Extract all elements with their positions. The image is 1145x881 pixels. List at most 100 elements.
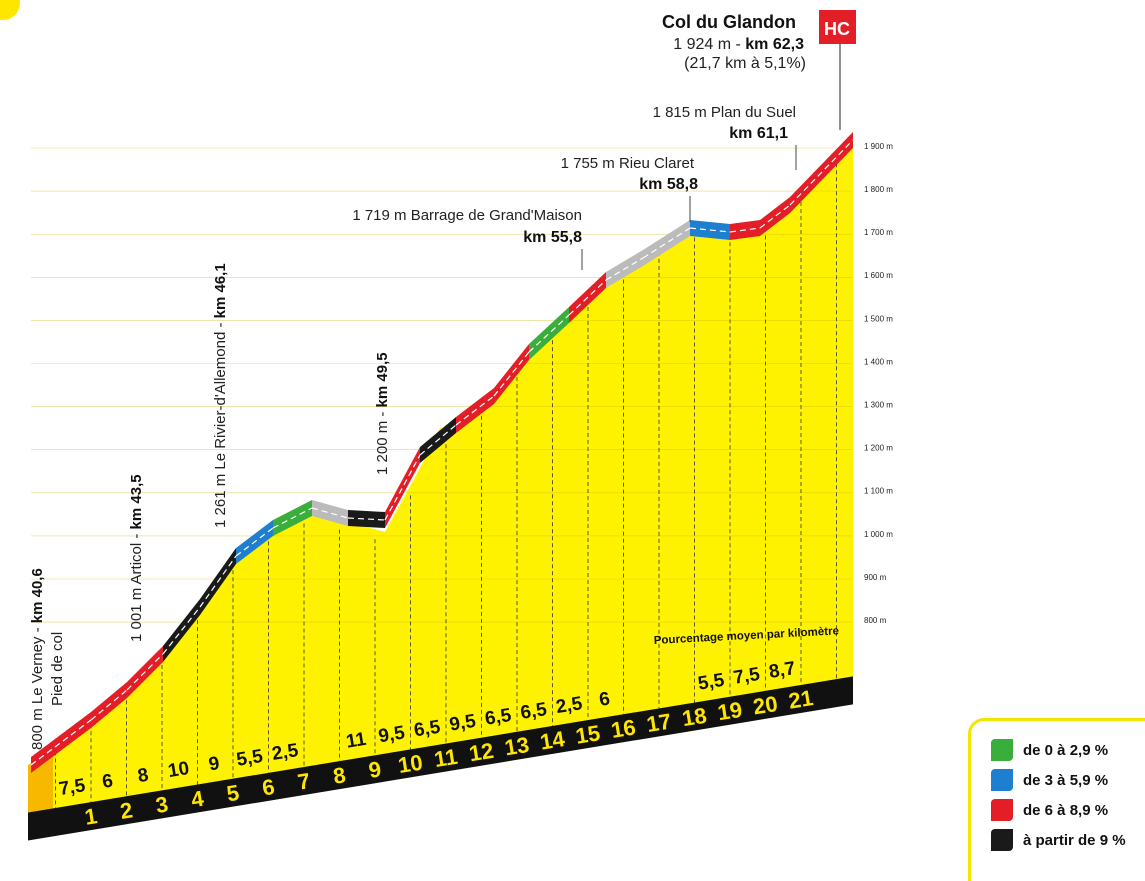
summit-altitude: 1 924 m - km 62,3 [673,36,804,53]
slope-segment [348,510,385,528]
ridge-dash [272,507,313,529]
ridge-dash [126,653,164,691]
gradient-value: 2,5 [270,740,300,765]
legend-item-black: à partir de 9 % [991,827,1126,853]
gradient-value: 5,5 [696,670,726,695]
gradient-value: 6,5 [519,699,549,724]
km-label: 19 [716,697,744,726]
km-label: 20 [751,691,779,720]
gradient-value: 2,5 [554,693,584,718]
km-label: 18 [680,703,708,732]
km-label: 13 [503,732,531,761]
ridge-dash [199,555,237,608]
ridge-dash [311,507,349,519]
km-label: 16 [609,714,637,743]
gradient-value: 9,5 [377,722,407,747]
waypoint-grand-maison: 1 719 m Barrage de Grand'Maison [352,207,582,224]
ridge-dash [789,139,854,206]
ridge-dash [605,257,644,281]
ridge-dash [419,424,457,456]
gradient-value: 7,5 [57,775,87,800]
gradient-value: 6 [598,689,612,711]
slope-segment [643,220,690,266]
gradient-value: 9 [207,753,221,775]
slope-segment [163,599,200,662]
slope-segment [31,712,91,773]
ridge-dash [568,279,607,316]
y-tick-label: 900 m [864,573,887,582]
slope-segment [312,500,348,526]
gradient-labels: 7,5 6 8 10 9 5,5 2,5 11 9,5 6,5 9,5 6,5 6,5 2,5 65,5 7,… [57,658,796,800]
y-tick-label: 1 100 m [864,487,893,496]
profile-base-band [28,676,853,841]
legend-item-blue: de 3 à 5,9 % [991,767,1108,793]
profile-area [31,140,853,812]
gradient-value: 7,5 [732,664,762,689]
gradient-value: 6,5 [412,717,442,742]
gradient-value: 6,5 [483,705,513,730]
y-tick-label: 1 900 m [864,142,893,151]
y-tick-label: 1 700 m [864,228,893,237]
km-label: 21 [787,685,815,714]
km-label: 1 [83,803,99,830]
waypoint-grand-maison-km: km 55,8 [523,229,582,246]
gradient-value: 5,5 [235,746,265,771]
summit-climb-stats: (21,7 km à 5,1%) [684,55,806,72]
ridge-dash [689,227,731,233]
category-label: HC [824,19,850,39]
label-le-verney: 800 m Le Verney - km 40,6 [29,568,46,750]
ridge-dash [90,689,128,721]
slope-colored-segments [30,132,854,773]
label-rivier-allemond: 1 261 m Le Rivier-d'Allemond - km 46,1 [212,263,229,528]
y-tick-label: 1 800 m [864,185,893,194]
km-label: 5 [225,780,241,807]
gradient-value: 8 [136,765,150,787]
km-label: 17 [645,709,673,738]
hc-flag: HC [819,10,856,130]
y-tick-label: 1 000 m [864,530,893,539]
label-articol: 1 001 m Articol - km 43,5 [128,474,145,642]
black-swatch-icon [991,829,1013,851]
km-label: 10 [396,750,424,779]
km-label: 12 [467,738,495,767]
km-label: 3 [154,792,170,819]
slope-segment [385,447,420,528]
ridge-dash [347,517,386,521]
y-tick-label: 800 m [864,616,887,625]
corner-badge [0,0,20,20]
y-axis-ticks: 800 m 900 m 1 000 m 1 100 m 1 200 m 1 300 m 1 … [864,142,893,625]
km-label: 15 [574,720,602,749]
legend-item-green: de 0 à 2,9 % [991,737,1108,763]
slope-segment [494,344,529,404]
y-tick-label: 1 300 m [864,401,893,410]
label-pied-de-col: Pied de col [49,632,66,706]
ridge-dash [455,395,495,426]
gradient-value: 8,7 [767,658,796,683]
waypoint-rieu-claret-km: km 58,8 [639,176,698,193]
green-swatch-icon [991,739,1013,761]
y-tick-label: 1 400 m [864,357,893,366]
ridge-dash [729,227,761,233]
y-tick-label: 1 200 m [864,444,893,453]
km-label: 14 [538,726,567,755]
km-label: 4 [189,786,206,813]
summit-name: Col du Glandon [662,12,796,32]
ridge-dash [384,454,421,521]
label-1200m: 1 200 m - km 49,5 [374,352,391,475]
km-label: 8 [331,762,347,789]
km-band [28,676,853,841]
gradient-value: 11 [345,729,369,753]
waypoint-rieu-claret: 1 755 m Rieu Claret [561,155,695,172]
ridge-dash [30,719,92,766]
slope-legend: de 0 à 2,9 % de 3 à 5,9 % de 6 à 8,9 % à… [968,718,1145,881]
ridge-dash [235,527,274,557]
blue-swatch-icon [991,769,1013,791]
ridge-dash [759,204,791,229]
red-swatch-icon [991,799,1013,821]
y-tick-label: 1 600 m [864,271,893,280]
gradient-value: 9,5 [448,711,478,736]
ridge-dash [528,314,570,353]
profile-gridlines [31,147,853,808]
waypoint-plan-du-suel-km: km 61,1 [729,125,788,142]
